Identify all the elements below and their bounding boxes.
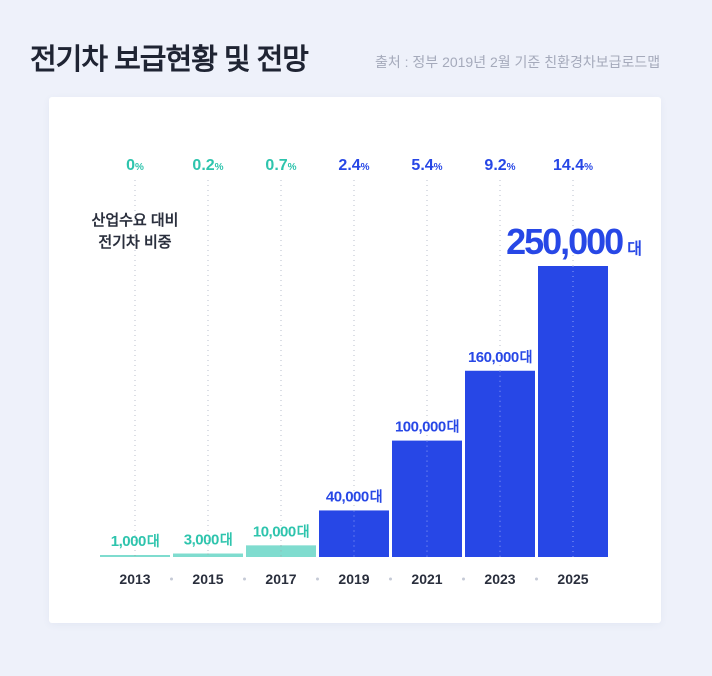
x-tick-label: 2017: [265, 571, 296, 587]
bar-2021: [392, 440, 462, 557]
share-label: 5.4%: [411, 157, 442, 174]
x-tick-label: 2025: [557, 571, 588, 587]
bar-2015: [173, 553, 243, 557]
tick-separator-dot: [535, 577, 538, 581]
tick-separator-dot: [170, 577, 173, 581]
value-label: 250,000 대: [506, 221, 641, 262]
value-label: 160,000대: [468, 349, 532, 366]
value-label: 3,000대: [184, 532, 232, 549]
x-tick-label: 2019: [338, 571, 369, 587]
value-label: 10,000대: [253, 523, 309, 540]
x-tick-label: 2013: [119, 571, 150, 587]
value-label: 1,000대: [111, 533, 159, 550]
share-label: 14.4%: [553, 157, 593, 174]
y-axis-label-line: 전기차 비중: [98, 234, 172, 251]
value-label: 40,000대: [326, 488, 382, 505]
bar-2023: [465, 370, 535, 557]
share-label: 0.7%: [265, 157, 296, 174]
share-label: 9.2%: [484, 157, 515, 174]
share-label: 0%: [126, 157, 144, 174]
tick-separator-dot: [316, 577, 319, 581]
tick-separator-dot: [462, 577, 465, 581]
x-tick-label: 2021: [411, 571, 442, 587]
tick-separator-dot: [243, 577, 246, 581]
share-label: 0.2%: [192, 157, 223, 174]
share-label: 2.4%: [338, 157, 369, 174]
tick-separator-dot: [389, 577, 392, 581]
bar-2019: [319, 510, 389, 557]
page-title: 전기차 보급현황 및 전망: [30, 44, 309, 76]
source-note: 출처 : 정부 2019년 2월 기준 친환경차보급로드맵: [375, 54, 661, 70]
x-tick-label: 2023: [484, 571, 515, 587]
value-label: 100,000대: [395, 419, 459, 436]
x-tick-label: 2015: [192, 571, 223, 587]
